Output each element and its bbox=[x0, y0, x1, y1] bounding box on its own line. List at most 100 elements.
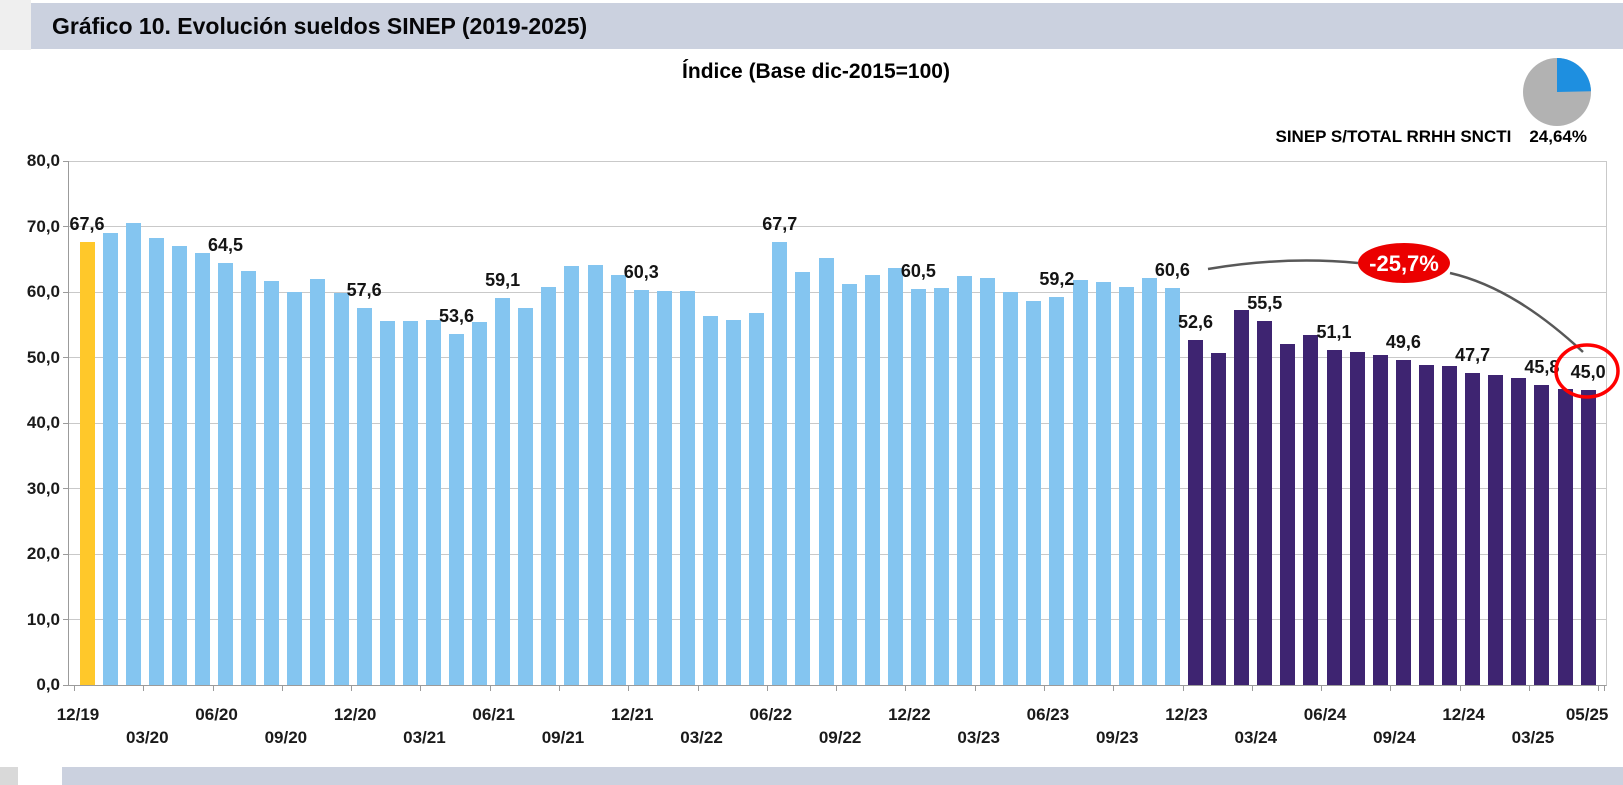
bar-07/21 bbox=[518, 308, 534, 685]
bar-08/22 bbox=[818, 257, 834, 685]
y-axis-tick-label: 10,0 bbox=[26, 609, 60, 629]
x-axis-label-09-21: 09/21 bbox=[541, 728, 585, 747]
bar-04/22 bbox=[726, 319, 742, 685]
bar-10/23 bbox=[1141, 278, 1157, 685]
x-axis-label-09-22: 09/22 bbox=[818, 728, 862, 747]
gridline bbox=[69, 422, 1606, 424]
x-axis-tick bbox=[74, 685, 75, 691]
x-axis-tick bbox=[1043, 685, 1045, 691]
gridline bbox=[69, 160, 1606, 162]
bar-12/20 bbox=[356, 307, 372, 685]
bar-09/20 bbox=[287, 292, 303, 685]
data-label-12/19: 67,6 bbox=[69, 214, 105, 235]
bar-06/24 bbox=[1326, 350, 1342, 685]
bar-11/24 bbox=[1442, 366, 1458, 685]
bar-09/23 bbox=[1118, 286, 1134, 685]
y-axis-tick bbox=[63, 684, 69, 686]
y-axis-tick bbox=[63, 619, 69, 620]
bar-09/21 bbox=[564, 265, 580, 685]
x-axis-label-03-25: 03/25 bbox=[1511, 728, 1555, 747]
bar-07/23 bbox=[1072, 280, 1088, 685]
x-axis-tick bbox=[281, 685, 283, 691]
bar-02/24 bbox=[1234, 309, 1250, 685]
y-axis-tick bbox=[63, 488, 69, 489]
bar-07/22 bbox=[795, 271, 811, 685]
x-axis-tick bbox=[766, 685, 768, 691]
x-axis-label-05-25: 05/25 bbox=[1565, 705, 1609, 724]
y-axis-tick bbox=[63, 160, 69, 162]
data-label-12/24: 47,7 bbox=[1455, 344, 1491, 365]
x-axis-tick bbox=[1321, 685, 1323, 691]
bar-05/20 bbox=[194, 253, 210, 685]
bar-12/19 bbox=[79, 242, 95, 685]
bar-12/21 bbox=[633, 290, 649, 685]
gridline bbox=[69, 226, 1606, 227]
bar-11/22 bbox=[887, 267, 903, 685]
bar-03/23 bbox=[980, 277, 996, 685]
data-label-03/24: 55,5 bbox=[1247, 293, 1283, 314]
x-axis-label-09-23: 09/23 bbox=[1095, 728, 1139, 747]
bar-03/22 bbox=[703, 316, 719, 685]
gridline bbox=[69, 291, 1606, 293]
bar-08/21 bbox=[541, 287, 557, 685]
x-axis-tick bbox=[212, 685, 214, 691]
pie-caption-value: 24,64% bbox=[1529, 127, 1587, 146]
bar-12/24 bbox=[1465, 372, 1481, 685]
x-axis-tick bbox=[351, 685, 353, 691]
bar-06/22 bbox=[772, 241, 788, 685]
bar-10/24 bbox=[1418, 364, 1434, 685]
bar-06/23 bbox=[1049, 297, 1065, 685]
x-axis-end-tick bbox=[1604, 685, 1605, 691]
bar-11/20 bbox=[333, 293, 349, 685]
bar-10/22 bbox=[864, 274, 880, 685]
y-axis-tick-label: 60,0 bbox=[26, 282, 60, 301]
x-axis-label-03-21: 03/21 bbox=[403, 728, 446, 747]
y-axis-tick-label: 70,0 bbox=[26, 216, 60, 236]
data-label-11/23: 60,6 bbox=[1154, 260, 1190, 281]
x-axis-tick bbox=[558, 685, 560, 691]
y-axis-tick-label: 0,0 bbox=[36, 675, 60, 694]
bar-11/21 bbox=[610, 274, 626, 685]
data-label-03/25: 45,8 bbox=[1524, 357, 1560, 378]
bar-04/21 bbox=[449, 333, 464, 685]
y-axis-tick bbox=[63, 422, 69, 424]
x-axis-tick bbox=[697, 685, 699, 691]
x-axis-tick bbox=[1182, 685, 1184, 691]
y-axis-tick-label: 40,0 bbox=[26, 413, 60, 432]
bar-01/23 bbox=[933, 288, 949, 685]
bar-10/20 bbox=[310, 278, 326, 685]
data-label-06/21: 59,1 bbox=[485, 269, 521, 290]
x-axis-label-06-23: 06/23 bbox=[1026, 705, 1070, 724]
bar-10/21 bbox=[587, 265, 603, 685]
x-axis-tick bbox=[1251, 685, 1253, 691]
y-axis-tick bbox=[63, 357, 69, 358]
x-axis-tick bbox=[974, 685, 976, 691]
bar-07/24 bbox=[1349, 351, 1365, 685]
bar-06/20 bbox=[218, 262, 234, 685]
gridline bbox=[69, 357, 1606, 358]
plot-area: 67,6 64,5 57,6 53,6 59,1 60,3 67,7 60,5 59,2 60,6… bbox=[63, 160, 1607, 691]
x-axis-tick bbox=[489, 685, 491, 691]
chart-header-band: Gráfico 10. Evolución sueldos SINEP (201… bbox=[31, 3, 1623, 49]
x-axis-label-06-24: 06/24 bbox=[1303, 705, 1347, 724]
y-axis-tick-label: 50,0 bbox=[26, 347, 60, 367]
bar-11/23 bbox=[1164, 288, 1180, 685]
pie-caption-label: SINEP S/TOTAL RRHH SNCTI bbox=[1275, 127, 1512, 146]
y-axis-tick bbox=[63, 291, 69, 293]
data-label-12/23: 52,6 bbox=[1177, 312, 1214, 333]
x-axis-label-12-21: 12/21 bbox=[610, 705, 654, 724]
x-axis-tick bbox=[836, 685, 838, 691]
bar-02/20 bbox=[125, 223, 141, 685]
bar-01/22 bbox=[656, 291, 672, 685]
bar-04/23 bbox=[1003, 292, 1019, 685]
bar-01/25 bbox=[1488, 375, 1504, 685]
pie-sinep-slice bbox=[1557, 58, 1591, 92]
bar-01/21 bbox=[379, 321, 395, 685]
bar-02/22 bbox=[679, 290, 695, 685]
page-title: Gráfico 10. Evolución sueldos SINEP (201… bbox=[52, 12, 588, 39]
bar-04/25 bbox=[1557, 388, 1573, 685]
x-axis-label-06-21: 06/21 bbox=[472, 705, 515, 724]
x-axis-tick bbox=[1113, 685, 1115, 691]
x-axis-label-12-23: 12/23 bbox=[1165, 705, 1208, 724]
bar-06/21 bbox=[495, 297, 511, 685]
